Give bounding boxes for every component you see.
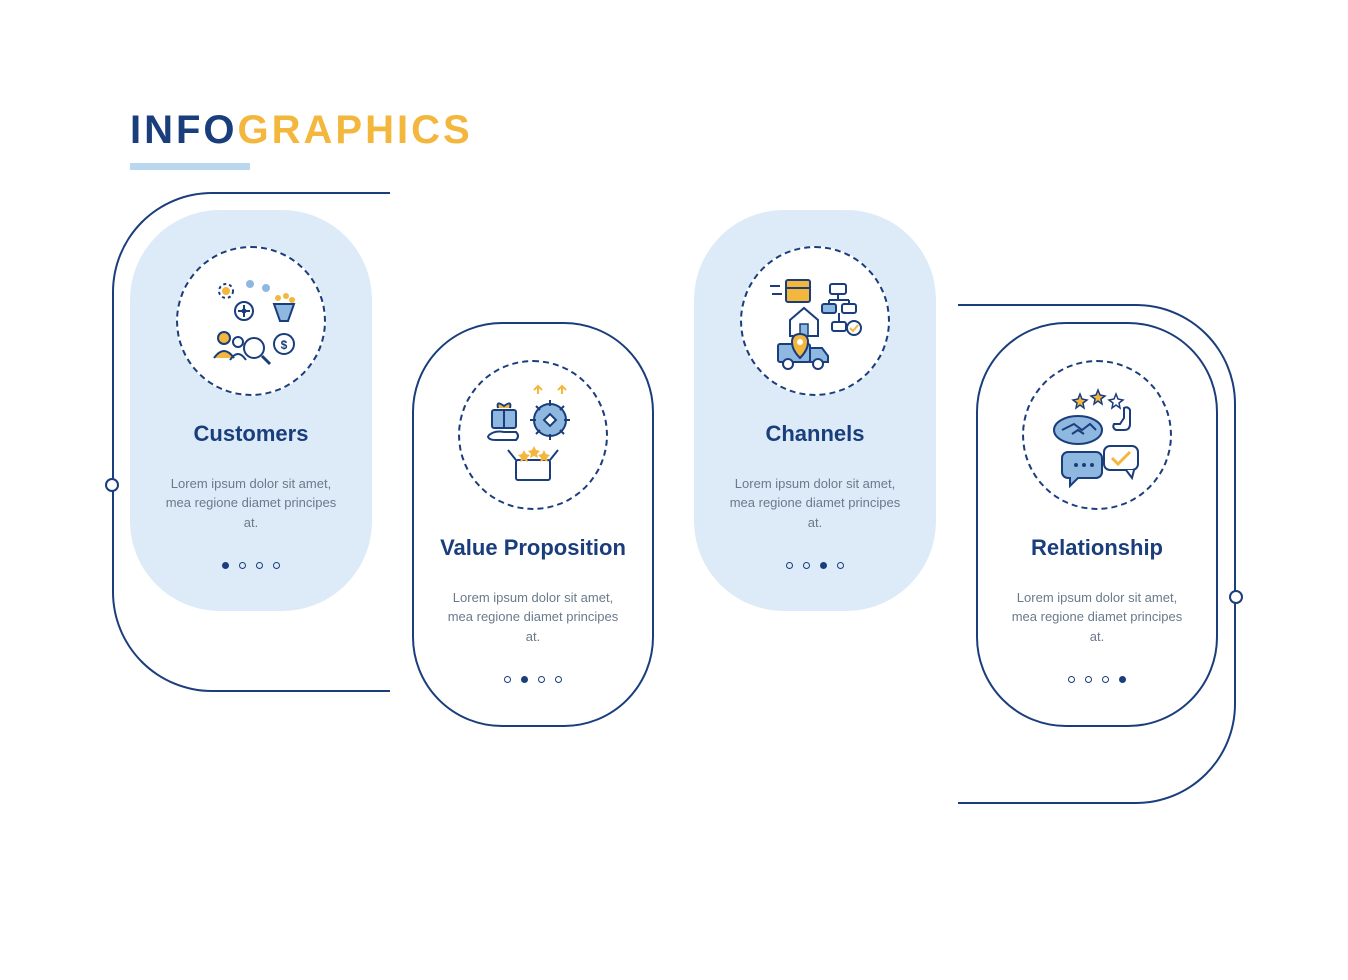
dot (837, 562, 844, 569)
channels-icon (740, 246, 890, 396)
card: Value Proposition Lorem ipsum dolor sit … (412, 322, 654, 727)
dot (521, 676, 528, 683)
dot (803, 562, 810, 569)
dot (820, 562, 827, 569)
dot (1119, 676, 1126, 683)
step-dots (1068, 676, 1126, 683)
dot (555, 676, 562, 683)
panel-channels: Channels Lorem ipsum dolor sit amet, mea… (694, 210, 936, 611)
step-dots (222, 562, 280, 569)
dot (504, 676, 511, 683)
title-part-graphics: GRAPHICS (238, 108, 473, 152)
dot (786, 562, 793, 569)
panel-relationship: Relationship Lorem ipsum dolor sit amet,… (976, 322, 1218, 727)
connector-node (105, 478, 119, 492)
dot (239, 562, 246, 569)
card-title: Customers (194, 420, 309, 448)
dot (1102, 676, 1109, 683)
card-title: Value Proposition (440, 534, 626, 562)
panels-row: Customers Lorem ipsum dolor sit amet, me… (130, 210, 1218, 727)
dot (273, 562, 280, 569)
step-dots (786, 562, 844, 569)
dot (222, 562, 229, 569)
card-title: Channels (765, 420, 864, 448)
page-title: INFOGRAPHICS (130, 108, 473, 170)
dot (538, 676, 545, 683)
panel-customers: Customers Lorem ipsum dolor sit amet, me… (130, 210, 372, 611)
card-title: Relationship (1031, 534, 1163, 562)
panel-value-proposition: Value Proposition Lorem ipsum dolor sit … (412, 322, 654, 727)
card: Relationship Lorem ipsum dolor sit amet,… (976, 322, 1218, 727)
title-part-info: INFO (130, 108, 238, 152)
customers-icon (176, 246, 326, 396)
card: Channels Lorem ipsum dolor sit amet, mea… (694, 210, 936, 611)
card-body: Lorem ipsum dolor sit amet, mea regione … (1000, 588, 1194, 647)
card-body: Lorem ipsum dolor sit amet, mea regione … (152, 474, 350, 533)
card-body: Lorem ipsum dolor sit amet, mea regione … (436, 588, 630, 647)
title-underline (130, 163, 250, 170)
dot (1068, 676, 1075, 683)
dot (256, 562, 263, 569)
value-icon (458, 360, 608, 510)
dot (1085, 676, 1092, 683)
step-dots (504, 676, 562, 683)
card-body: Lorem ipsum dolor sit amet, mea regione … (716, 474, 914, 533)
card: Customers Lorem ipsum dolor sit amet, me… (130, 210, 372, 611)
connector-node (1229, 590, 1243, 604)
relationship-icon (1022, 360, 1172, 510)
